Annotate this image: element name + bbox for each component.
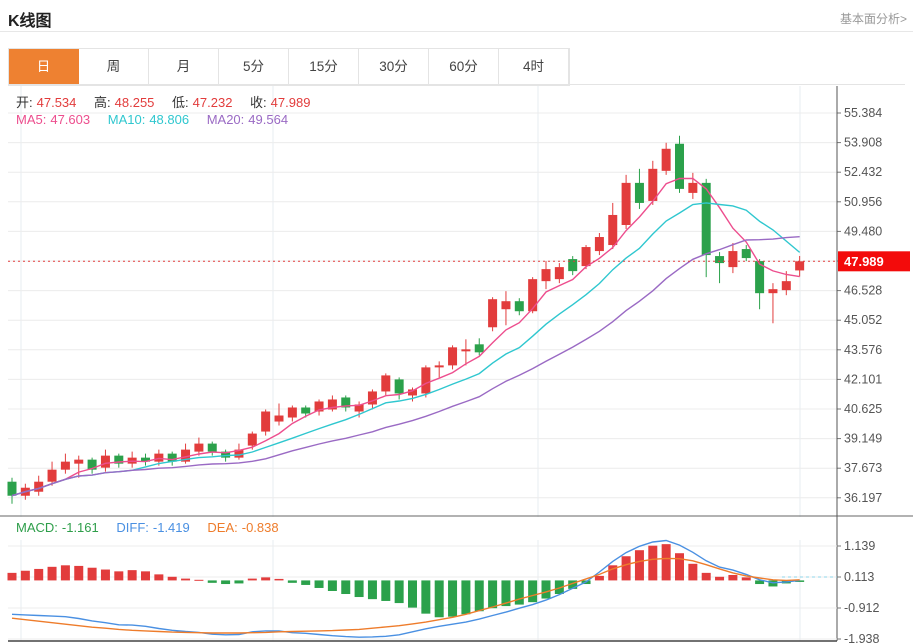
tab-15min[interactable]: 15分 (289, 49, 359, 85)
dea-value: -0.838 (241, 520, 279, 535)
high-value: 48.255 (114, 95, 155, 110)
svg-text:45.052: 45.052 (844, 313, 882, 327)
ma20-label: MA20: (206, 112, 245, 127)
tab-5min[interactable]: 5分 (219, 49, 289, 85)
ma5-value: 47.603 (50, 112, 91, 127)
svg-text:1.139: 1.139 (844, 539, 875, 553)
ma-legend: MA5: 47.603 MA10: 48.806 MA20: 49.564 (16, 112, 292, 127)
diff-label: DIFF: (116, 520, 149, 535)
svg-text:49.480: 49.480 (844, 224, 882, 238)
open-value: 47.534 (36, 95, 77, 110)
ma10-value: 48.806 (149, 112, 190, 127)
svg-text:53.908: 53.908 (844, 136, 882, 150)
tab-bar-baseline (8, 84, 905, 85)
ma10-line (11, 202, 801, 497)
low-value: 47.232 (192, 95, 233, 110)
ma10-label: MA10: (107, 112, 146, 127)
svg-text:42.101: 42.101 (844, 372, 882, 386)
tab-30min[interactable]: 30分 (359, 49, 429, 85)
macd-value: -1.161 (61, 520, 99, 535)
macd-legend: MACD: -1.161 DIFF: -1.419 DEA: -0.838 (16, 520, 283, 535)
diff-line (11, 539, 800, 638)
tab-week[interactable]: 周 (79, 49, 149, 85)
dea-label: DEA: (207, 520, 238, 535)
svg-text:37.673: 37.673 (844, 461, 882, 475)
svg-text:43.576: 43.576 (844, 343, 882, 357)
svg-text:-1.938: -1.938 (844, 632, 879, 643)
tab-month[interactable]: 月 (149, 49, 219, 85)
ma20-line (11, 236, 800, 497)
tab-60min[interactable]: 60分 (429, 49, 499, 85)
period-tab-bar: 日周月 5分 15分 30分 60分 4时 (8, 48, 570, 86)
close-value: 47.989 (270, 95, 311, 110)
diff-value: -1.419 (152, 520, 190, 535)
svg-text:-0.912: -0.912 (844, 601, 879, 615)
svg-text:52.432: 52.432 (844, 165, 882, 179)
price-badge (838, 251, 910, 272)
ma20-value: 49.564 (248, 112, 289, 127)
ma5-label: MA5: (16, 112, 47, 127)
ohlc-legend: 开: 47.534 高: 48.255 低: 47.232 收: 47.989 (16, 92, 314, 111)
tab-day[interactable]: 日 (9, 49, 79, 85)
open-label: 开: (16, 95, 33, 110)
header-divider (0, 31, 913, 32)
fundamental-analysis-link[interactable]: 基本面分析> (839, 12, 907, 26)
low-label: 低: (172, 95, 189, 110)
svg-text:36.197: 36.197 (844, 491, 882, 505)
macd-label: MACD: (16, 520, 58, 535)
close-label: 收: (250, 95, 267, 110)
svg-text:55.384: 55.384 (844, 106, 882, 120)
high-label: 高: (94, 95, 111, 110)
svg-text:39.149: 39.149 (844, 432, 882, 446)
svg-text:40.625: 40.625 (844, 402, 882, 416)
ma5-line (11, 177, 800, 497)
svg-text:0.113: 0.113 (844, 570, 874, 584)
svg-text:46.528: 46.528 (844, 284, 882, 298)
page-title: K线图 (8, 13, 52, 30)
svg-text:50.956: 50.956 (844, 195, 882, 209)
tab-4hour[interactable]: 4时 (499, 49, 569, 85)
dea-line (11, 557, 800, 634)
svg-text:47.989: 47.989 (844, 254, 884, 269)
